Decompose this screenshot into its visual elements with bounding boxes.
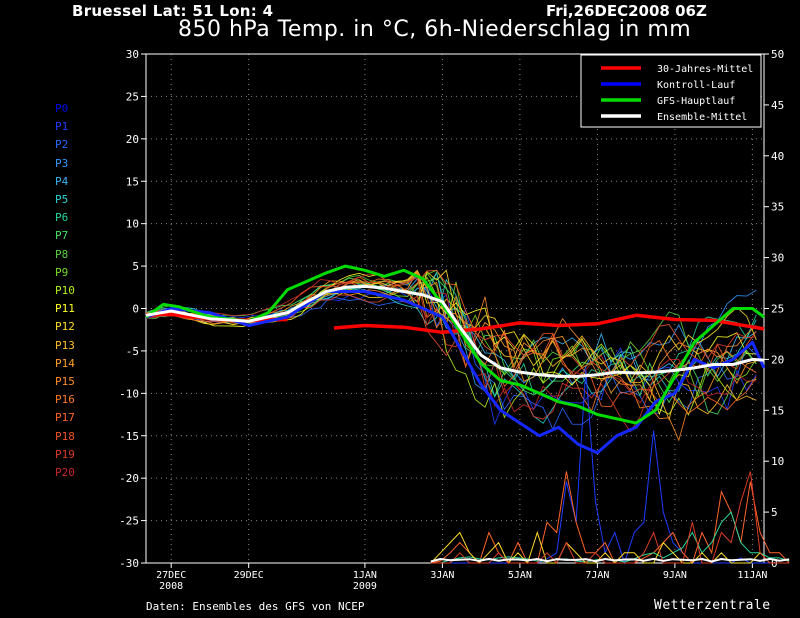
run-timestamp: Fri,26DEC2008 06Z xyxy=(546,2,707,20)
member-label-p5: P5 xyxy=(55,193,69,207)
precip-line xyxy=(430,530,790,564)
member-label-p17: P17 xyxy=(55,411,75,425)
member-label-p18: P18 xyxy=(55,429,75,443)
member-label-p9: P9 xyxy=(55,265,69,279)
ensemble-member-legend: P0 P1 P2 P3 P4 P5 P6 P7 P8 P9 P10 P11 P12 P13 P14 P15 P1… xyxy=(55,100,75,482)
member-label-p0: P0 xyxy=(55,102,69,115)
precip-line xyxy=(430,511,790,564)
x-tick-label: 1JAN xyxy=(353,570,377,581)
member-label-p19: P19 xyxy=(55,447,75,461)
y-tick-label-left: 25 xyxy=(126,90,139,103)
member-label-p4: P4 xyxy=(55,174,69,188)
ensemble-member-line-p15 xyxy=(145,270,757,442)
y-tick-label-left: 30 xyxy=(126,48,139,61)
data-source-note: Daten: Ensembles des GFS von NCEP xyxy=(146,600,365,613)
y-tick-label-left: -15 xyxy=(119,430,139,443)
x-tick-label: 11JAN xyxy=(737,570,767,581)
station-title: Bruessel Lat: 51 Lon: 4 xyxy=(72,2,274,20)
series-line-gfs-hauptlauf xyxy=(145,264,765,425)
member-label-p20: P20 xyxy=(55,466,75,480)
y-tick-label-left: 0 xyxy=(132,303,139,316)
x-tick-label: 7JAN xyxy=(585,570,609,581)
member-label-p2: P2 xyxy=(55,138,69,152)
brand-label: Wetterzentrale xyxy=(654,598,771,613)
series-line-ensemble-mittel xyxy=(145,284,765,378)
member-label-p12: P12 xyxy=(55,320,75,334)
x-tick-label: 29DEC xyxy=(234,570,264,581)
legend-entry: Kontroll-Lauf xyxy=(657,80,735,91)
y-tick-label-left: 5 xyxy=(132,260,139,273)
y-tick-label-right: 40 xyxy=(771,150,784,163)
member-label-p16: P16 xyxy=(55,393,75,407)
y-tick-label-left: 15 xyxy=(126,175,139,188)
y-tick-label-left: 20 xyxy=(126,133,139,146)
y-tick-label-left: -30 xyxy=(119,557,139,570)
y-tick-label-right: 5 xyxy=(771,506,778,519)
y-tick-label-left: -25 xyxy=(119,515,139,528)
member-label-p8: P8 xyxy=(55,247,69,261)
member-label-p6: P6 xyxy=(55,211,69,225)
legend-entry: 30-Jahres-Mittel xyxy=(657,64,753,75)
y-tick-label-right: 35 xyxy=(771,201,784,214)
y-tick-label-left: 10 xyxy=(126,218,139,231)
x-tick-label: 9JAN xyxy=(663,570,687,581)
y-tick-label-right: 50 xyxy=(771,48,784,61)
member-label-p10: P10 xyxy=(55,284,75,298)
precip-line xyxy=(430,471,790,564)
y-tick-label-left: -20 xyxy=(119,472,139,485)
member-label-p3: P3 xyxy=(55,156,69,170)
x-tick-label: 27DEC xyxy=(156,570,186,581)
member-label-p11: P11 xyxy=(55,302,75,316)
x-tick-label: 3JAN xyxy=(430,570,454,581)
y-tick-label-right: 20 xyxy=(771,353,784,366)
y-tick-label-right: 25 xyxy=(771,303,784,316)
y-tick-label-right: 10 xyxy=(771,455,784,468)
legend-entry: GFS-Hauptlauf xyxy=(657,96,735,107)
ensemble-member-line-p12 xyxy=(145,269,757,383)
x-tick-label: 2009 xyxy=(353,581,377,592)
series-line-30-jahres-mittel xyxy=(333,313,765,335)
chart-title: 850 hPa Temp. in °C, 6h-Niederschlag in … xyxy=(178,17,692,42)
y-tick-label-right: 45 xyxy=(771,99,784,112)
x-tick-label: 2008 xyxy=(159,581,183,592)
precip-line xyxy=(430,471,790,564)
legend-entry: Ensemble-Mittel xyxy=(657,112,747,123)
precip-line xyxy=(430,369,790,565)
precip-mean-line xyxy=(430,557,790,563)
member-label-p15: P15 xyxy=(55,375,75,389)
member-label-p7: P7 xyxy=(55,229,69,243)
member-label-p13: P13 xyxy=(55,338,75,352)
series-line-kontroll-lauf xyxy=(145,290,766,455)
y-tick-label-left: -10 xyxy=(119,387,139,400)
y-tick-label-left: -5 xyxy=(126,345,139,358)
y-tick-label-right: 15 xyxy=(771,404,784,417)
member-label-p14: P14 xyxy=(55,356,75,370)
x-tick-label: 5JAN xyxy=(508,570,532,581)
y-tick-label-right: 30 xyxy=(771,252,784,265)
member-label-p1: P1 xyxy=(55,120,69,134)
